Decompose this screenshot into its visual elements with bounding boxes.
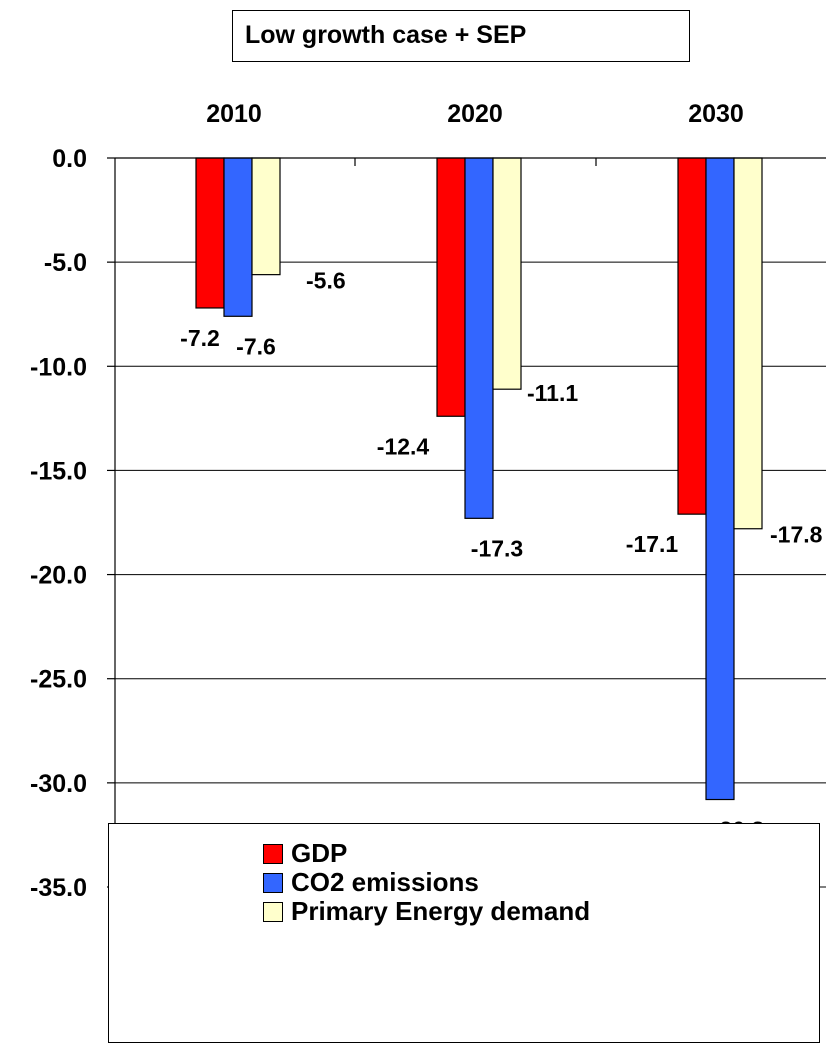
data-label: -11.1 <box>527 380 578 406</box>
data-label: -7.2 <box>180 325 220 351</box>
data-label: -5.6 <box>306 268 346 294</box>
legend-item-primary-energy: Primary Energy demand <box>263 896 590 927</box>
data-label: -7.6 <box>236 333 276 359</box>
chart-title: Low growth case + SEP <box>232 10 690 62</box>
y-tick-label: -20.0 <box>30 562 87 590</box>
legend-swatch-co2 <box>263 872 283 893</box>
legend-item-co2: CO2 emissions <box>263 867 479 898</box>
legend-item-gdp: GDP <box>263 838 347 869</box>
y-tick-label: -15.0 <box>30 457 87 485</box>
category-label: 2030 <box>688 100 744 128</box>
bar <box>223 157 253 317</box>
bar-chart: 0.0 -5.0 -10.0 -15.0 -20.0 -25.0 -30.0 -35.0 201… <box>30 100 826 902</box>
legend-swatch-primary-energy <box>263 901 283 922</box>
data-label: -12.4 <box>377 433 430 459</box>
y-tick-label: -35.0 <box>30 874 87 902</box>
data-label: -17.1 <box>626 531 679 557</box>
bar <box>677 157 707 515</box>
y-tick-label: -10.0 <box>30 353 87 381</box>
bar <box>705 157 735 801</box>
category-label: 2020 <box>447 100 503 128</box>
bar <box>251 157 281 276</box>
bars <box>195 157 763 801</box>
data-label: -17.8 <box>770 522 823 548</box>
bar <box>464 157 494 519</box>
legend-label-primary-energy: Primary Energy demand <box>291 896 591 926</box>
legend-label-gdp: GDP <box>291 838 348 868</box>
y-tick-label: 0.0 <box>52 145 87 173</box>
category-label: 2010 <box>206 100 262 128</box>
bar <box>195 157 225 309</box>
y-tick-label: -5.0 <box>44 249 87 277</box>
axes: 0.0 -5.0 -10.0 -15.0 -20.0 -25.0 -30.0 -35.0 201… <box>30 100 826 902</box>
bar <box>492 157 522 390</box>
legend-label-co2: CO2 emissions <box>291 867 479 897</box>
legend: GDP CO2 emissions Primary Energy demand <box>108 823 820 1043</box>
data-label: -17.3 <box>471 535 523 561</box>
bar <box>436 157 466 417</box>
legend-swatch-gdp <box>263 843 283 864</box>
bar <box>733 157 763 530</box>
y-tick-label: -25.0 <box>30 666 87 694</box>
y-tick-label: -30.0 <box>30 770 87 798</box>
